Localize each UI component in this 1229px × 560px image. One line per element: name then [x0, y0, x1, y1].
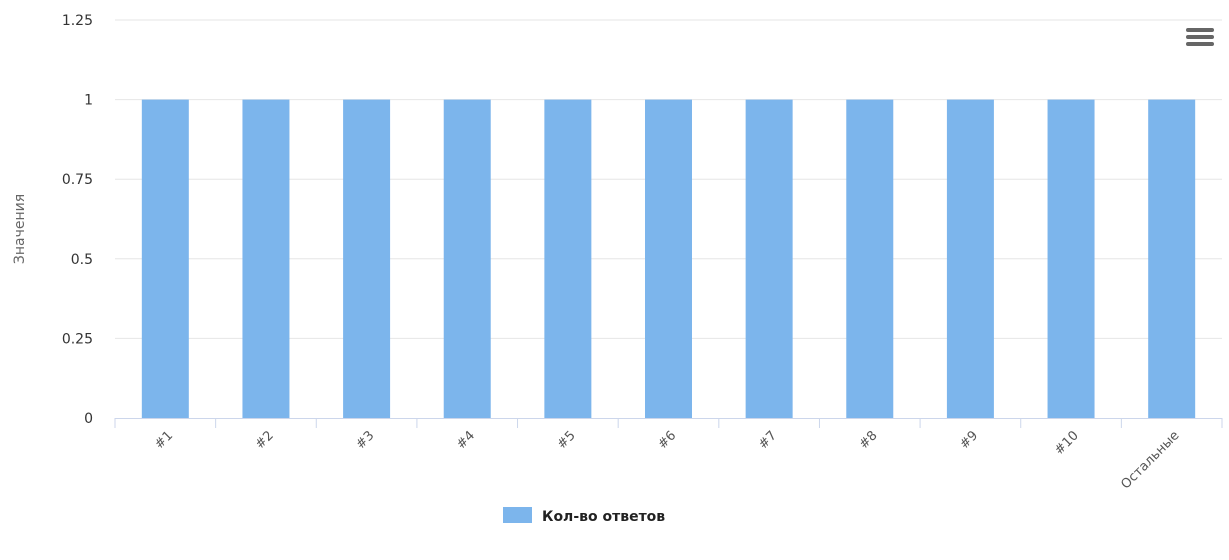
x-tick-label: #7	[756, 428, 780, 452]
x-tick-label: #6	[655, 428, 679, 452]
x-tick-label: #10	[1052, 428, 1082, 458]
x-tick-label: Остальные	[1118, 428, 1182, 492]
x-tick-label: #5	[555, 428, 579, 452]
y-axis-title: Значения	[12, 194, 28, 264]
x-axis-ticks: #1 #2 #3 #4 #5 #6 #7 #8 #9 #10 Остальные	[152, 428, 1183, 492]
bar[interactable]	[645, 100, 692, 418]
y-tick-label: 0.75	[62, 172, 93, 188]
x-axis	[115, 418, 1222, 428]
y-tick-label: 0	[84, 411, 93, 427]
bar[interactable]	[444, 100, 491, 418]
bar[interactable]	[947, 100, 994, 418]
chart-menu-button[interactable]	[1182, 24, 1218, 52]
x-tick-label: #3	[353, 428, 377, 452]
bar[interactable]	[746, 100, 793, 418]
y-tick-label: 1.25	[62, 13, 93, 29]
y-axis-ticks: 0 0.25 0.5 0.75 1 1.25	[62, 13, 93, 427]
legend-swatch[interactable]	[503, 507, 532, 523]
x-tick-label: #8	[856, 428, 880, 452]
x-tick-label: #4	[454, 428, 478, 452]
bar[interactable]	[142, 100, 189, 418]
x-tick-label: #9	[957, 428, 981, 452]
bar[interactable]	[1148, 100, 1195, 418]
hamburger-menu-icon[interactable]	[1186, 28, 1214, 46]
y-tick-label: 0.5	[71, 252, 93, 268]
y-tick-label: 0.25	[62, 331, 93, 347]
legend[interactable]: Кол-во ответов	[503, 507, 665, 525]
y-tick-label: 1	[84, 93, 93, 109]
bar[interactable]	[1048, 100, 1095, 418]
x-tick-label: #2	[253, 428, 277, 452]
bar[interactable]	[242, 100, 289, 418]
bar[interactable]	[343, 100, 390, 418]
legend-label[interactable]: Кол-во ответов	[542, 509, 665, 525]
bar[interactable]	[544, 100, 591, 418]
bar[interactable]	[846, 100, 893, 418]
x-tick-label: #1	[152, 428, 176, 452]
